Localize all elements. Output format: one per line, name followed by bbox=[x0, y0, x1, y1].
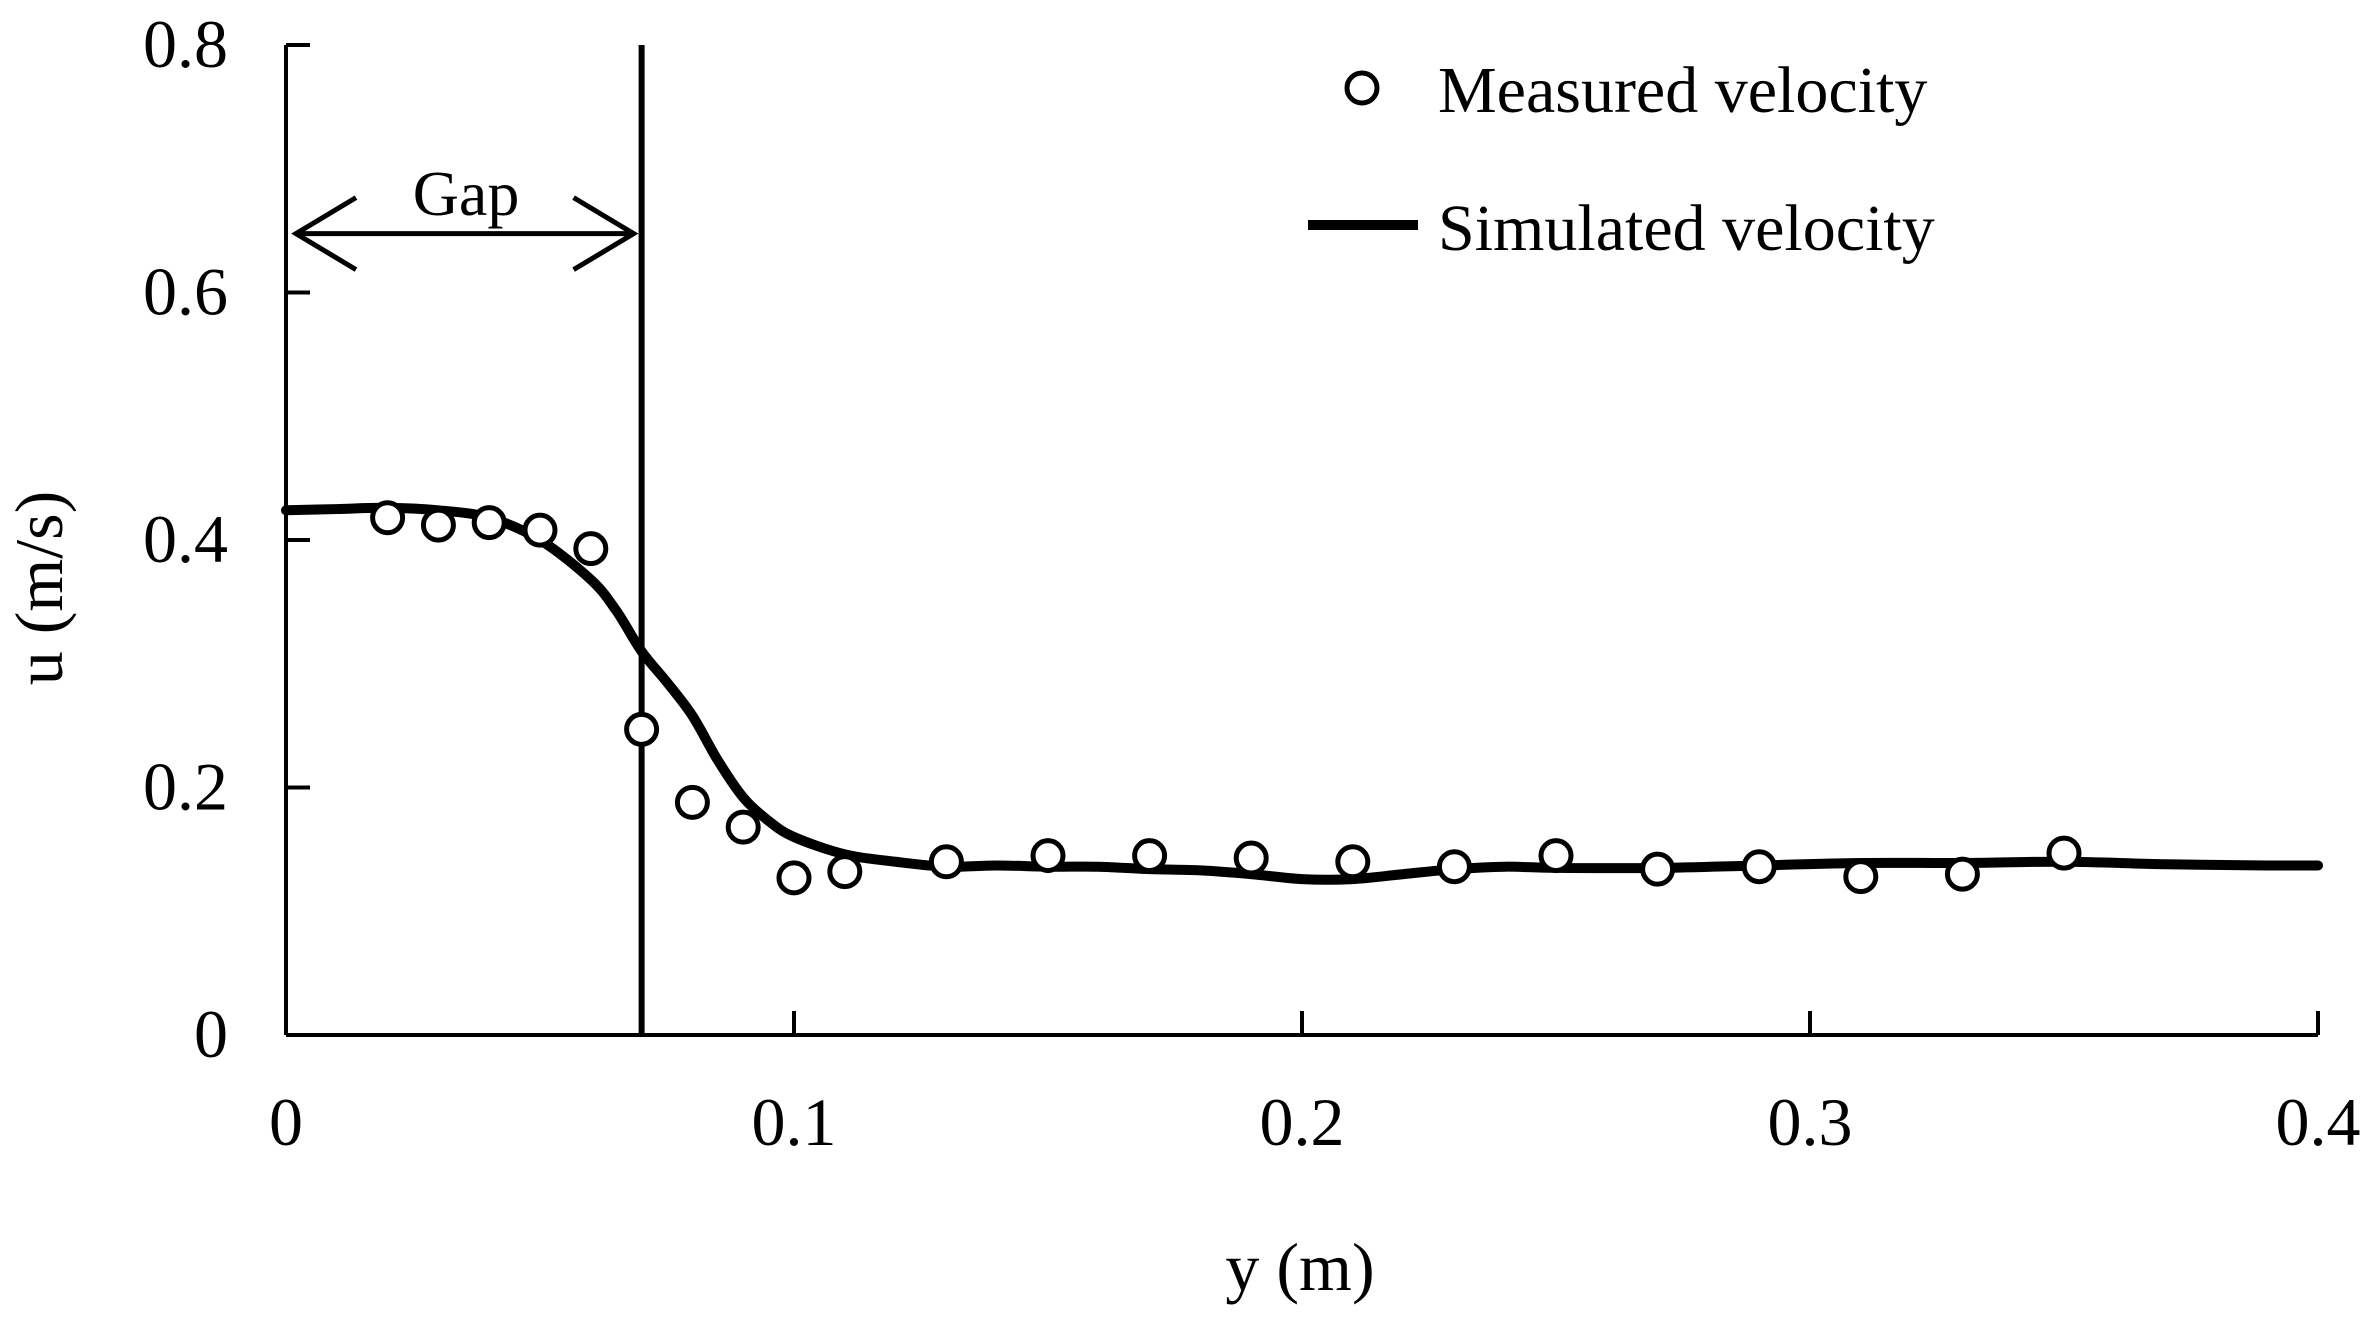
gap-arrow-head-left bbox=[291, 195, 358, 272]
gap-annotation-label: Gap bbox=[413, 158, 520, 229]
legend: Measured velocity Simulated velocity bbox=[1308, 54, 1935, 265]
simulated-velocity-series bbox=[281, 502, 2323, 885]
measured-velocity-point bbox=[420, 507, 456, 543]
legend-label-simulated: Simulated velocity bbox=[1438, 192, 1935, 265]
measured-velocity-point bbox=[624, 711, 660, 747]
axes bbox=[284, 43, 2320, 1037]
measured-velocity-point bbox=[1436, 849, 1472, 885]
measured-velocity-point bbox=[1843, 859, 1879, 895]
x-tick-label: 0.3 bbox=[1768, 1084, 1853, 1160]
measured-velocity-point bbox=[370, 500, 406, 536]
measured-velocity-point bbox=[827, 854, 863, 890]
measured-velocity-point bbox=[1030, 838, 1066, 874]
y-tick-label: 0 bbox=[194, 996, 228, 1072]
measured-velocity-point bbox=[1640, 851, 1676, 887]
simulated-velocity-line bbox=[281, 502, 2323, 885]
legend-label-measured: Measured velocity bbox=[1438, 54, 1927, 127]
measured-velocity-point bbox=[674, 784, 710, 820]
x-tick-label: 0.1 bbox=[752, 1084, 837, 1160]
y-tick-label: 0.8 bbox=[143, 6, 228, 82]
y-tick-label: 0.6 bbox=[143, 254, 228, 330]
measured-velocity-point bbox=[471, 505, 507, 541]
x-tick-label: 0.2 bbox=[1260, 1084, 1345, 1160]
measured-velocity-point bbox=[2046, 835, 2082, 871]
measured-velocity-point bbox=[928, 844, 964, 880]
annotations bbox=[291, 45, 645, 1035]
measured-velocity-point bbox=[1132, 838, 1168, 874]
measured-velocity-point bbox=[1741, 849, 1777, 885]
measured-velocity-point bbox=[1335, 844, 1371, 880]
y-axis-title: u (m/s) bbox=[1, 491, 77, 686]
measured-velocity-point bbox=[1233, 840, 1269, 876]
y-tick-label: 0.4 bbox=[143, 501, 228, 577]
x-tick-label: 0.4 bbox=[2276, 1084, 2361, 1160]
measured-velocity-point bbox=[725, 809, 761, 845]
measured-velocity-point bbox=[1944, 856, 1980, 892]
x-axis-title: y (m) bbox=[1225, 1229, 1374, 1305]
gap-arrow-head-right bbox=[572, 195, 639, 272]
x-tick-label: 0 bbox=[269, 1084, 303, 1160]
legend-marker-measured bbox=[1344, 70, 1380, 106]
tick-labels: 0 0.1 0.2 0.3 0.4 0 0.2 0.4 0.6 0.8 bbox=[143, 6, 2361, 1160]
y-tick-label: 0.2 bbox=[143, 749, 228, 825]
measured-velocity-point bbox=[1538, 838, 1574, 874]
measured-velocity-point bbox=[522, 512, 558, 548]
measured-velocity-point bbox=[776, 860, 812, 896]
measured-velocity-point bbox=[573, 531, 609, 567]
measured-velocity-series bbox=[370, 500, 2082, 896]
